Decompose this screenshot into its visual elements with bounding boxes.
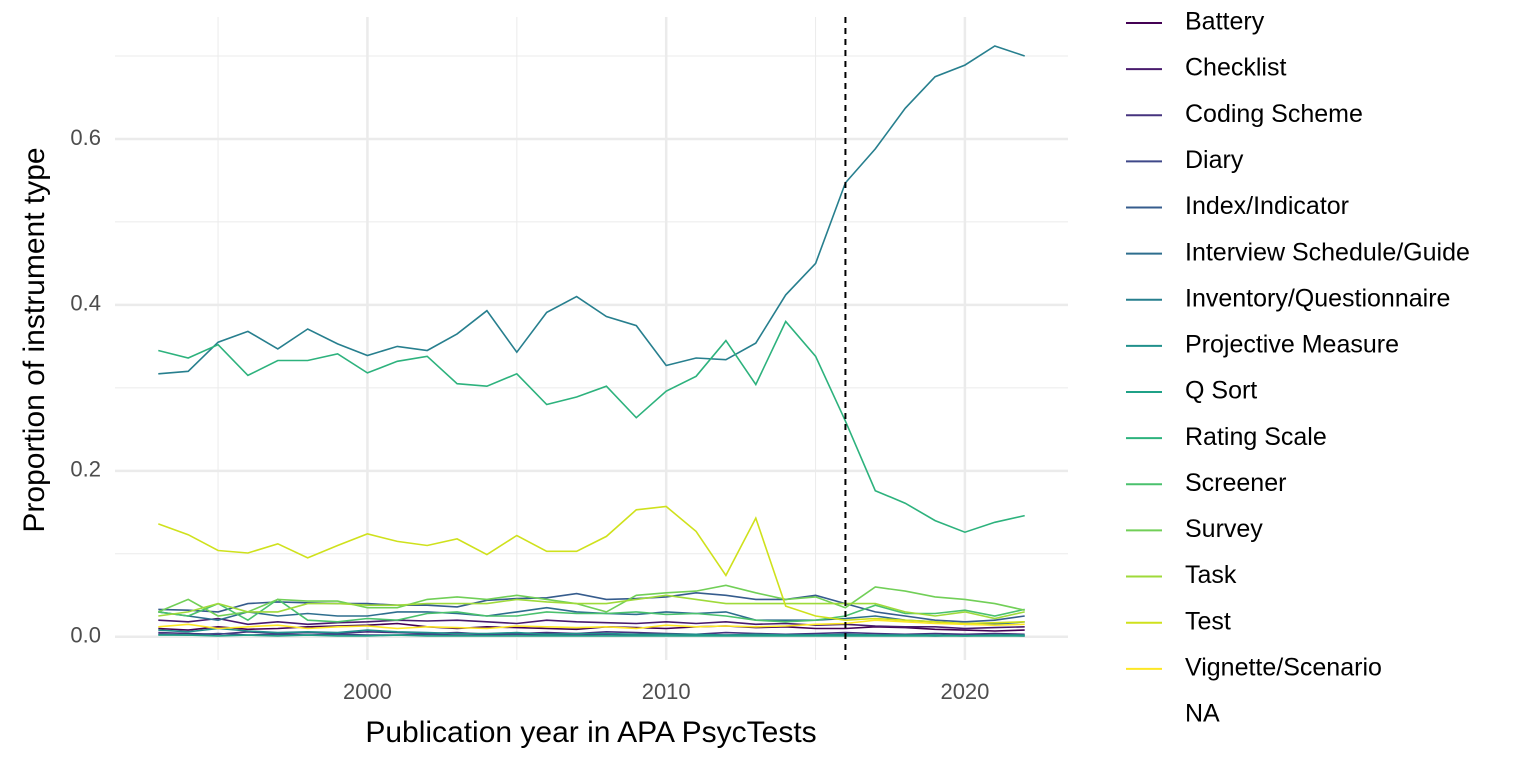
y-tick-label: 0.0 [70, 623, 101, 648]
x-tick-label: 2020 [940, 679, 989, 704]
x-tick-label: 2000 [343, 679, 392, 704]
series-line [158, 591, 1025, 623]
y-axis-title: Proportion of instrument type [18, 147, 51, 532]
legend-label: Screener [1185, 469, 1286, 497]
legend-label: Test [1185, 607, 1231, 635]
series-line [158, 630, 1025, 636]
legend-label: Diary [1185, 146, 1244, 174]
series-line [157, 584, 1025, 617]
legend-label: Index/Indicator [1185, 192, 1349, 220]
y-tick-label: 0.6 [70, 125, 101, 150]
series-line [158, 619, 1025, 630]
series-line [158, 627, 1025, 637]
legend-label: Interview Schedule/Guide [1185, 238, 1470, 266]
legend-label: Battery [1185, 8, 1265, 36]
x-tick-label: 2010 [642, 679, 691, 704]
series-line [158, 594, 1025, 620]
legend-label: Task [1185, 561, 1237, 589]
series-line [158, 320, 1025, 534]
legend-label: Inventory/Questionnaire [1185, 284, 1450, 312]
series-line [158, 617, 1025, 630]
x-axis-title: Publication year in APA PsycTests [365, 716, 816, 749]
y-tick-label: 0.4 [70, 291, 101, 316]
series-line [158, 45, 1025, 375]
legend-label: Rating Scale [1185, 423, 1327, 451]
series-line [158, 598, 1025, 623]
legend-label: Vignette/Scenario [1185, 653, 1382, 681]
series-line [158, 505, 1025, 625]
legend-label: Projective Measure [1185, 331, 1399, 359]
y-tick-label: 0.2 [70, 457, 101, 482]
legend-label: Checklist [1185, 54, 1286, 82]
legend-label: Q Sort [1185, 377, 1257, 405]
legend-label: Survey [1185, 515, 1263, 543]
series-line [158, 634, 1025, 637]
legend-label: Coding Scheme [1185, 100, 1363, 128]
legend-label: NA [1185, 700, 1220, 728]
